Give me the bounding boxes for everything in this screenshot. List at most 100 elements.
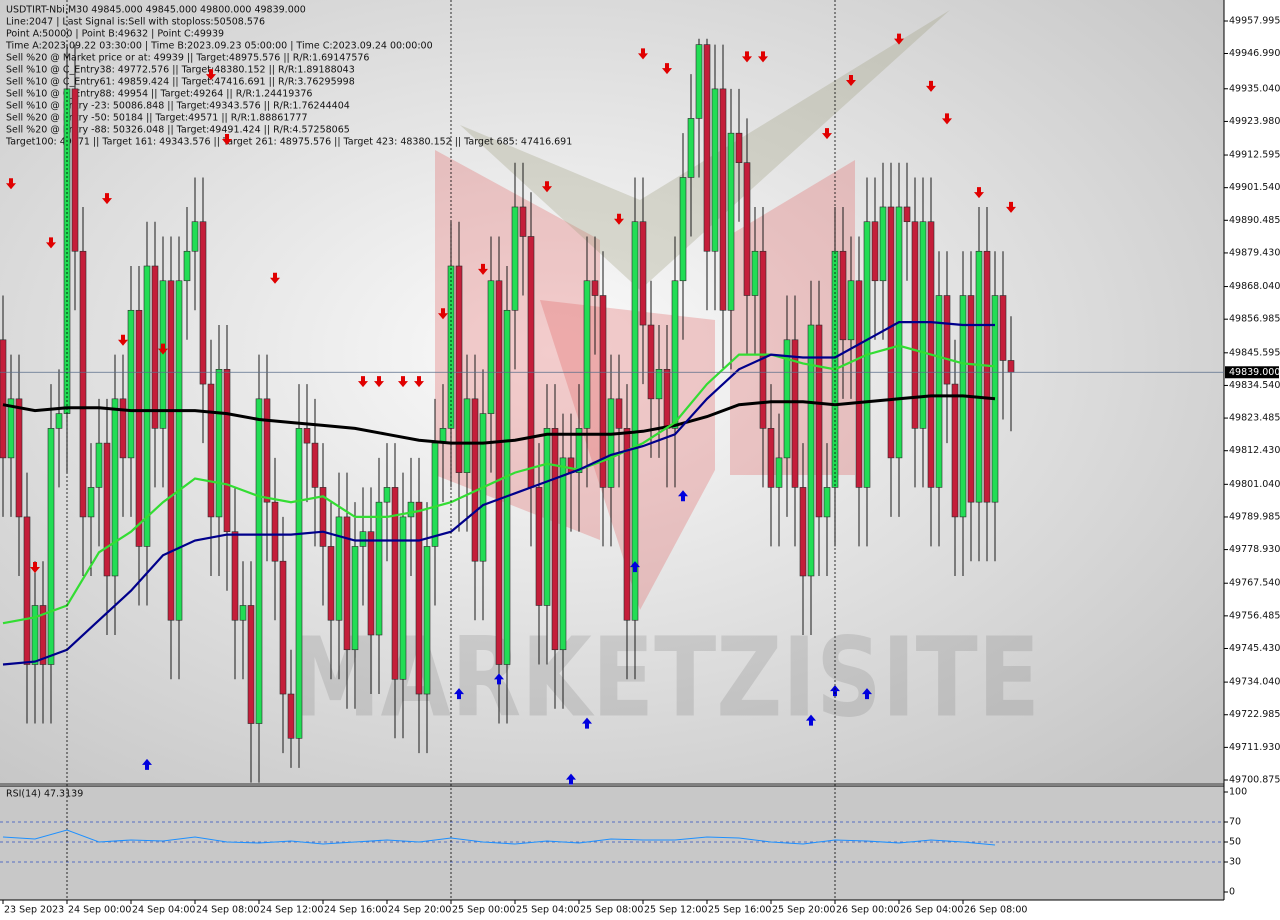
candle-body [527, 236, 535, 488]
rsi-panel-bg [0, 786, 1224, 900]
candle-body [815, 324, 823, 518]
y-tick-label: 50 [1229, 837, 1241, 848]
candle-body [807, 324, 815, 577]
sell-arrow [1006, 201, 1016, 213]
logo-shape [460, 10, 950, 290]
info-line: Target100: 49571 || Target 161: 49343.57… [5, 137, 572, 148]
candle-body [591, 280, 599, 296]
candle-body [39, 605, 47, 665]
info-line: Sell %20 @ Entry -88: 50326.048 || Targe… [6, 125, 350, 136]
sell-arrow [102, 193, 112, 205]
candle-body [655, 369, 663, 400]
y-tick-label: 49756.485 [1229, 610, 1280, 621]
candle-body [199, 221, 207, 385]
candle-body [111, 398, 119, 577]
x-tick-label: 24 Sep 08:00 [196, 905, 259, 916]
candle-body [871, 221, 879, 282]
y-tick-label: 49745.430 [1229, 643, 1280, 654]
candle-body [271, 501, 279, 562]
candle-body [895, 206, 903, 459]
rsi-title: RSI(14) 47.3139 [6, 789, 83, 800]
sell-arrow [118, 334, 128, 346]
sell-arrow [46, 237, 56, 249]
candle-body [423, 546, 431, 695]
sell-arrow [206, 69, 216, 81]
candle-body [679, 177, 687, 282]
candle-body [151, 265, 159, 429]
candle-body [743, 162, 751, 296]
x-tick-label: 25 Sep 00:00 [452, 905, 515, 916]
candle-body [495, 280, 503, 665]
sell-arrow [846, 74, 856, 86]
candle-body [663, 369, 671, 429]
y-tick-label: 49778.930 [1229, 544, 1280, 555]
candle-body [887, 206, 895, 459]
candle-body [823, 487, 831, 518]
candle-body [23, 516, 31, 665]
sell-arrow [374, 376, 384, 388]
candle-body [431, 442, 439, 547]
candle-body [0, 339, 7, 459]
candle-body [975, 250, 983, 503]
y-tick-label: 100 [1229, 787, 1247, 798]
candle-body [295, 428, 303, 739]
info-line: Sell %20 @ Entry -50: 50184 || Target:49… [6, 113, 308, 124]
candle-body [327, 546, 335, 621]
candle-body [503, 309, 511, 665]
y-tick-label: 49734.040 [1229, 677, 1280, 688]
candle-body [951, 383, 959, 518]
candle-body [215, 369, 223, 518]
y-tick-label: 49834.540 [1229, 380, 1280, 391]
sell-arrow [742, 51, 752, 63]
candle-body [263, 398, 271, 503]
y-tick-label: 49700.875 [1229, 775, 1280, 786]
candle-body [607, 398, 615, 488]
y-tick-label: 49856.985 [1229, 314, 1280, 325]
candle-body [367, 531, 375, 636]
y-tick-label: 49711.930 [1229, 742, 1280, 753]
candle-body [719, 88, 727, 311]
buy-arrow [454, 688, 464, 700]
candle-body [879, 206, 887, 282]
last-price-label: 49839.000 [1229, 367, 1280, 378]
x-tick-label: 25 Sep 20:00 [772, 905, 835, 916]
candle-body [487, 280, 495, 414]
candle-body [695, 44, 703, 119]
last-price-box [1225, 366, 1279, 379]
candle-body [415, 501, 423, 695]
sell-arrow [614, 213, 624, 225]
candle-body [455, 265, 463, 473]
candle-body [359, 531, 367, 547]
candle-body [511, 206, 519, 311]
watermark: MARKETZISITE [290, 613, 1040, 741]
candle-body [71, 88, 79, 252]
buy-arrow [494, 673, 504, 685]
candle-body [839, 250, 847, 341]
y-tick-label: 30 [1229, 857, 1241, 868]
info-line: Line:2047 | Last Signal is:Sell with sto… [6, 17, 265, 28]
candle-body [175, 280, 183, 621]
candle-body [519, 206, 527, 237]
candle-body [919, 221, 927, 429]
y-tick-label: 49801.040 [1229, 479, 1280, 490]
candle-body [935, 295, 943, 488]
candle-body [943, 295, 951, 385]
x-tick-label: 25 Sep 08:00 [580, 905, 643, 916]
x-tick-label: 26 Sep 04:00 [900, 905, 963, 916]
candle-body [311, 442, 319, 488]
info-line: Time A:2023.09.22 03:30:00 | Time B:2023… [5, 41, 433, 52]
candle-body [911, 221, 919, 429]
y-tick-label: 0 [1229, 887, 1235, 898]
candle-body [79, 250, 87, 518]
candle-body [751, 250, 759, 296]
candle-body [343, 516, 351, 651]
sell-arrow [974, 187, 984, 199]
candle-body [231, 531, 239, 621]
candle-body [183, 250, 191, 282]
x-tick-label: 24 Sep 04:00 [132, 905, 195, 916]
info-line: Sell %10 @ Entry -23: 50086.848 || Targe… [6, 101, 350, 112]
sell-arrow [398, 376, 408, 388]
info-line: Sell %20 @ Market price or at: 49939 || … [6, 53, 369, 64]
sell-arrow [542, 181, 552, 193]
